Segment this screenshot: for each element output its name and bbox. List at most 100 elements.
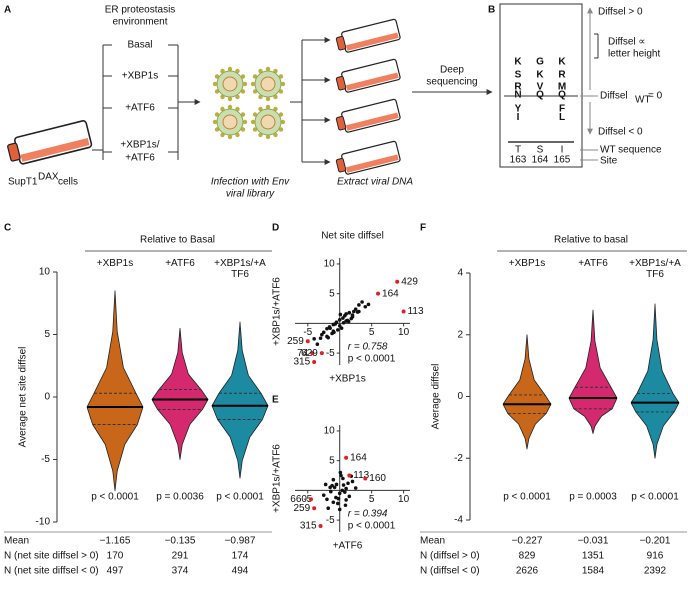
logo-letter: M: [558, 82, 566, 93]
point: [336, 328, 340, 332]
logo-letter: K: [536, 70, 544, 81]
point: [339, 473, 343, 478]
x-category: +XBP1s/+ATF6: [214, 258, 266, 280]
logo-note: WT sequence: [600, 145, 662, 156]
point: [331, 477, 336, 482]
y-axis-label: +XBP1s/+ATF6: [272, 277, 283, 346]
flask-medium: [20, 138, 90, 162]
virus-spike: [220, 132, 225, 138]
point: [338, 470, 343, 475]
virus-spike: [214, 112, 220, 117]
point: [355, 310, 360, 314]
logo-letter: F: [559, 104, 565, 115]
condition: +XBP1s: [122, 71, 158, 82]
point-label: 315: [293, 357, 310, 368]
point-label: 74: [297, 348, 309, 359]
point: [344, 486, 348, 491]
virus-spike: [250, 119, 256, 125]
highlight-point: [308, 497, 313, 502]
flask-medium: [346, 154, 399, 173]
site-number: 164: [532, 155, 549, 166]
y-tick-label: 5: [329, 288, 335, 299]
point: [341, 476, 345, 481]
p-value: p = 0.0003: [569, 492, 617, 503]
panel-label: F: [420, 223, 426, 234]
point: [336, 501, 340, 506]
site-number: 163: [510, 155, 527, 166]
virus-spike: [252, 89, 258, 94]
virus-spike: [212, 81, 218, 87]
y-tick-label: 10: [324, 259, 336, 270]
y-axis-label: Average diffsel: [431, 364, 442, 430]
culture-flask: [335, 98, 401, 133]
point: [321, 493, 326, 497]
culture-flask: [335, 18, 401, 53]
logo-letter: N: [514, 90, 521, 101]
y-tick-label: -5: [326, 515, 335, 526]
env-title: ER proteostasis: [105, 5, 176, 16]
virus-spike: [242, 81, 248, 87]
virus-spike: [273, 94, 278, 100]
virus-core: [260, 114, 276, 130]
point: [357, 303, 361, 307]
chart-title: Relative to basal: [554, 235, 628, 246]
virus-spike: [214, 127, 220, 132]
virus-spike: [240, 112, 246, 117]
point: [323, 482, 328, 487]
virus-spike: [258, 94, 263, 100]
condition: Basal: [127, 40, 152, 51]
virus-spike: [250, 81, 256, 87]
x-category: +XBP1s: [508, 258, 546, 269]
table-cell: −0.031: [578, 536, 609, 547]
table-cell: −0.227: [512, 536, 543, 547]
wt-letter: S: [537, 145, 544, 156]
virus-spike: [252, 74, 258, 79]
point: [315, 342, 320, 346]
table-cell: 916: [647, 551, 664, 562]
virus-spike: [220, 94, 225, 100]
virus-spike: [235, 132, 240, 138]
table-cell: 1351: [582, 551, 605, 562]
x-tick-label: -5: [303, 327, 312, 338]
deep-label: sequencing: [426, 77, 477, 88]
point: [344, 498, 348, 502]
virus-spike: [280, 119, 286, 125]
virus-spike: [265, 96, 271, 102]
wt-letter: I: [561, 145, 564, 156]
x-category: +XBP1s/+ATF6: [629, 258, 681, 280]
virus-spike: [212, 119, 218, 125]
logo-letter: L: [559, 112, 565, 123]
virus-spike: [240, 89, 246, 94]
highlight-point: [312, 360, 317, 365]
highlight-point: [347, 473, 352, 478]
condition: +ATF6: [125, 153, 155, 164]
point: [327, 325, 332, 329]
y-tick-label: 5: [44, 329, 50, 340]
flask-cap: [335, 115, 347, 131]
point: [318, 336, 323, 341]
y-axis-label: +XBP1s/+ATF6: [272, 444, 283, 513]
x-tick-label: 10: [398, 494, 410, 505]
y-tick-label: 5: [329, 455, 335, 466]
virus-spike: [220, 68, 225, 74]
point: [350, 313, 355, 317]
x-axis-label: +ATF6: [333, 541, 363, 552]
p-value: p = 0.0036: [156, 492, 204, 503]
stat-p: p < 0.0001: [348, 354, 396, 365]
logo-letter: G: [536, 56, 544, 67]
table-cell: 291: [172, 551, 189, 562]
logo-letter: R: [558, 70, 566, 81]
point: [332, 485, 337, 490]
table-cell: 829: [519, 551, 536, 562]
virus-spike: [252, 127, 258, 132]
virus-spike: [242, 119, 248, 125]
y-tick-label: 0: [44, 392, 50, 403]
table-cell: 497: [107, 566, 124, 577]
virus-spike: [278, 74, 284, 79]
table-label: Mean: [420, 536, 445, 547]
point: [337, 507, 342, 512]
point: [360, 300, 364, 304]
x-axis-label: +XBP1s: [329, 374, 365, 385]
point-label: 315: [300, 521, 317, 532]
